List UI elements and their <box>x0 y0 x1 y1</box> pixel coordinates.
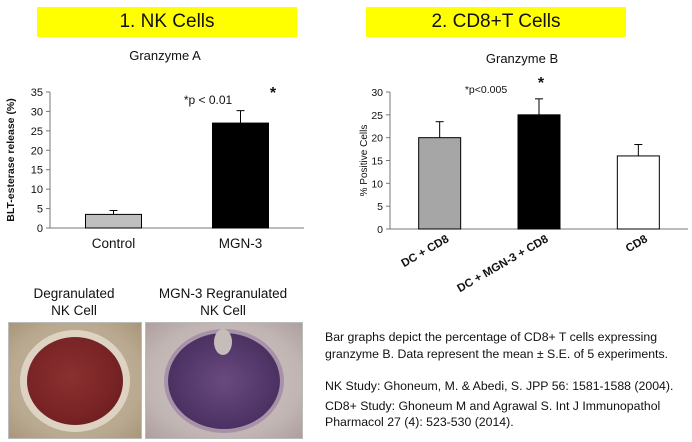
nk-y-tick-label-7: 35 <box>31 87 43 99</box>
degranulated-caption-line-1: Degranulated <box>33 286 115 301</box>
cd8-significance-annotation: *p<0.005 <box>465 84 507 96</box>
degranulated-caption: Degranulated NK Cell <box>8 285 140 319</box>
cd8-y-tick-label-2: 10 <box>371 178 383 190</box>
nk-y-tick-label-4: 20 <box>31 145 43 157</box>
nk-y-tick-label-0: 0 <box>37 223 43 235</box>
cd8-y-tick-label-4: 20 <box>371 133 383 145</box>
cd8-chart-title: Granzyme B <box>486 51 558 66</box>
cd8-y-tick-label-6: 30 <box>371 87 383 99</box>
nk-y-tick-label-2: 10 <box>31 184 43 196</box>
regranulated-caption-line-1: MGN-3 Regranulated <box>158 286 288 301</box>
description-text: Bar graphs depict the percentage of CD8+… <box>325 330 669 361</box>
degranulated-nk-cell-image <box>8 322 142 439</box>
nk-category-label-0: Control <box>92 236 136 251</box>
nk-y-axis-label: BLT-esterase release (%) <box>5 98 17 222</box>
nk-bar-1 <box>212 122 269 229</box>
regranulated-cell-notch <box>214 329 232 355</box>
regranulated-nk-cell-image <box>145 322 303 439</box>
nk-y-tick-label-6: 30 <box>31 106 43 118</box>
nk-category-label-1: MGN-3 <box>219 236 263 251</box>
nk-y-tick-label-5: 25 <box>31 126 43 138</box>
references: NK Study: Ghoneum, M. & Abedi, S. JPP 56… <box>325 378 687 431</box>
cd8-significance-star: * <box>538 75 545 92</box>
nk-y-tick-label-3: 15 <box>31 165 43 177</box>
cd8-bar-2 <box>616 155 660 230</box>
cd8-y-tick-label-3: 15 <box>371 156 383 168</box>
cd8-y-tick-label-0: 0 <box>377 224 383 236</box>
cd8-t-cells-header: 2. CD8+T Cells <box>366 7 626 37</box>
degranulated-caption-line-2: NK Cell <box>51 303 97 318</box>
nk-bar-0 <box>85 213 142 229</box>
cd8-category-label-0: DC + CD8 <box>399 233 451 270</box>
regranulated-caption-line-2: NK Cell <box>200 303 246 318</box>
cd8-y-tick-label-5: 25 <box>371 110 383 122</box>
reference-nk-study: NK Study: Ghoneum, M. & Abedi, S. JPP 56… <box>325 379 674 393</box>
cd8-y-axis-label: % Positive Cells <box>359 125 370 197</box>
reference-cd8-study: CD8+ Study: Ghoneum M and Agrawal S. Int… <box>325 398 661 430</box>
cd8-category-label-1: DC + MGN-3 + CD8 <box>455 233 551 295</box>
degranulated-cell-body <box>27 337 123 425</box>
nk-y-tick-label-1: 5 <box>37 204 43 216</box>
cd8-bar-1 <box>517 114 561 230</box>
cd8-category-label-2: CD8 <box>624 233 650 255</box>
nk-cells-header: 1. NK Cells <box>37 7 297 37</box>
cd8-bar-0 <box>418 137 462 230</box>
nk-significance-annotation: *p < 0.01 <box>184 93 233 107</box>
nk-significance-star: * <box>270 85 277 102</box>
nk-chart-title: Granzyme A <box>129 48 201 63</box>
cd8-y-tick-label-1: 5 <box>377 201 383 213</box>
regranulated-caption: MGN-3 Regranulated NK Cell <box>145 285 301 319</box>
